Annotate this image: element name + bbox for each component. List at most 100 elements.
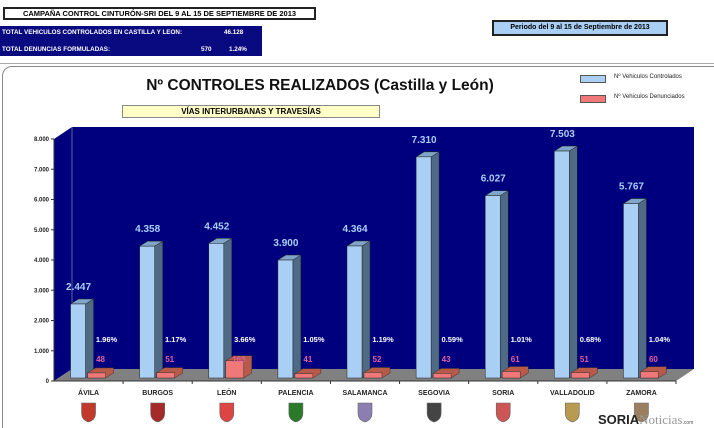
bar-controlled-side xyxy=(361,240,371,379)
bar-controlled xyxy=(415,156,432,379)
bar-controlled-side xyxy=(292,254,302,379)
bar-reported xyxy=(225,360,245,379)
value-label-reported: 43 xyxy=(442,355,451,364)
value-label-reported: 163 xyxy=(232,355,246,364)
legend-label: Nº Vehiculos Controlados xyxy=(614,74,682,80)
value-label-reported: 51 xyxy=(580,355,589,364)
value-label-reported: 48 xyxy=(96,355,105,364)
coat-of-arms-icon xyxy=(150,402,165,423)
bar-reported xyxy=(432,373,452,379)
coat-of-arms-icon xyxy=(634,402,649,423)
x-tick-label: ZAMORA xyxy=(626,390,657,397)
total-controlled-label: TOTAL VEHICULOS CONTROLADOS EN CASTILLA … xyxy=(2,29,183,36)
bar-reported xyxy=(501,371,521,379)
value-label-controlled: 4.358 xyxy=(135,224,160,235)
bar-reported xyxy=(87,372,106,379)
campaign-title: CAMPAÑA CONTROL CINTURÓN-SRI DEL 9 AL 15… xyxy=(3,7,316,20)
bar-controlled-side xyxy=(430,151,440,379)
value-label-reported: 51 xyxy=(165,355,174,364)
watermark-logo: SORIANoticias.com xyxy=(598,412,694,427)
percentage-label: 1.19% xyxy=(372,335,394,344)
y-tick-label: 4.000 xyxy=(34,258,50,264)
bar-reported xyxy=(363,372,383,379)
value-label-reported: 61 xyxy=(511,355,520,364)
bar-controlled-side xyxy=(638,198,647,379)
x-tick-label: BURGOS xyxy=(142,390,173,397)
y-tick-label: 6.000 xyxy=(34,198,50,204)
value-label-controlled: 6.027 xyxy=(481,174,506,185)
percentage-label: 0.68% xyxy=(580,335,602,344)
bar-reported xyxy=(294,373,314,379)
bar-controlled-side xyxy=(223,237,233,379)
bar-controlled xyxy=(208,243,225,379)
value-label-controlled: 4.452 xyxy=(204,221,229,232)
total-reports-label: TOTAL DENUNCIAS FORMULADAS: xyxy=(2,46,111,53)
value-label-controlled: 4.364 xyxy=(342,224,367,235)
value-label-reported: 52 xyxy=(373,355,382,364)
bar-controlled xyxy=(554,150,570,379)
x-tick-label: SALAMANCA xyxy=(342,390,387,397)
percentage-label: 1.04% xyxy=(649,335,671,344)
value-label-controlled: 3.900 xyxy=(273,238,298,249)
percentage-label: 3.66% xyxy=(234,335,256,344)
chart-frame xyxy=(2,66,714,428)
coat-of-arms-icon xyxy=(357,402,373,423)
x-tick-label: SORIA xyxy=(492,390,514,397)
bar-controlled-side xyxy=(499,190,509,379)
y-tick-label: 1.000 xyxy=(34,349,50,355)
y-tick-label: 7.000 xyxy=(34,167,50,173)
total-reports-value: 570 xyxy=(201,46,212,53)
bar-reported xyxy=(571,372,590,379)
value-label-controlled: 7.503 xyxy=(550,129,575,140)
value-label-reported: 41 xyxy=(303,355,312,364)
legend-label: Nº Vehiculos Denunciados xyxy=(614,94,685,100)
y-tick-label: 2.000 xyxy=(34,319,50,325)
legend-swatch-controlled xyxy=(580,75,606,83)
value-label-controlled: 2.447 xyxy=(66,282,91,293)
chart-subtitle: VÍAS INTERURBANAS Y TRAVESÍAS xyxy=(122,105,380,118)
coat-of-arms-icon xyxy=(426,402,442,423)
bar-reported xyxy=(156,372,175,379)
percentage-label: 1.01% xyxy=(511,335,533,344)
x-tick-label: SEGOVIA xyxy=(418,390,450,397)
coat-of-arms-icon xyxy=(565,402,580,423)
y-tick-label: 0 xyxy=(46,379,50,385)
bar-controlled xyxy=(277,259,294,379)
x-tick-label: VALLADOLID xyxy=(550,390,595,397)
percentage-label: 1.96% xyxy=(96,335,118,344)
chart-title: Nº CONTROLES REALIZADOS (Castilla y León… xyxy=(146,77,494,94)
value-label-controlled: 7.310 xyxy=(412,135,437,146)
divider xyxy=(0,63,714,64)
percentage-label: 0.59% xyxy=(441,335,463,344)
bar-controlled xyxy=(623,203,639,379)
value-label-controlled: 5.767 xyxy=(619,182,644,193)
x-tick-label: LEÓN xyxy=(217,388,236,397)
coat-of-arms-icon xyxy=(219,402,235,423)
total-reports-pct: 1.24% xyxy=(229,46,247,53)
period-box: Periodo del 9 al 15 de Septiembre de 201… xyxy=(492,20,668,36)
x-tick-label: PALENCIA xyxy=(278,390,313,397)
bar-controlled xyxy=(484,195,501,379)
bar-reported xyxy=(640,371,659,379)
bar-controlled-side xyxy=(154,240,163,379)
coat-of-arms-icon xyxy=(288,402,304,423)
bar-controlled xyxy=(70,303,86,379)
y-tick-label: 5.000 xyxy=(34,228,50,234)
bar-controlled-side xyxy=(569,145,578,379)
bar-controlled xyxy=(139,245,155,379)
summary-box: TOTAL VEHICULOS CONTROLADOS EN CASTILLA … xyxy=(0,26,262,56)
percentage-label: 1.05% xyxy=(303,335,325,344)
coat-of-arms-icon xyxy=(81,402,96,423)
x-tick-label: ÁVILA xyxy=(78,388,99,397)
legend-swatch-reported xyxy=(580,95,606,103)
value-label-reported: 60 xyxy=(649,355,658,364)
y-tick-label: 3.000 xyxy=(34,288,50,294)
bar-controlled-side xyxy=(85,298,94,379)
coat-of-arms-icon xyxy=(495,402,511,423)
percentage-label: 1.17% xyxy=(165,335,187,344)
bar-controlled xyxy=(346,245,363,379)
y-tick-label: 8.000 xyxy=(34,137,50,143)
total-controlled-value: 46.128 xyxy=(224,29,244,36)
